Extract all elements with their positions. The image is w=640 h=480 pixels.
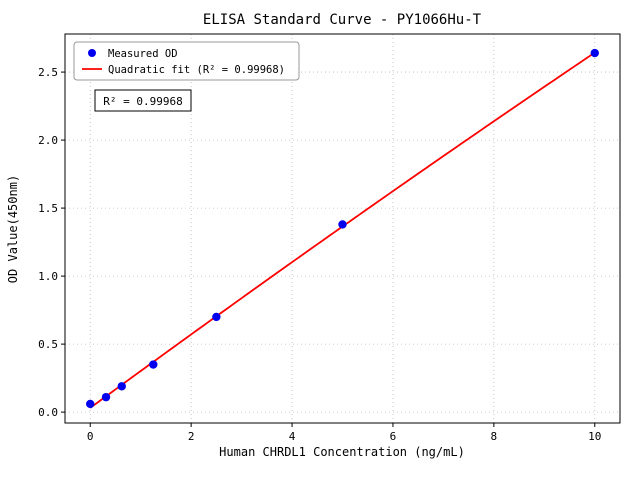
x-axis-label: Human CHRDL1 Concentration (ng/mL) [219, 445, 465, 459]
x-tick-label: 10 [588, 430, 601, 443]
y-axis-label: OD Value(450nm) [6, 175, 20, 283]
legend: Measured OD Quadratic fit (R² = 0.99968) [73, 41, 300, 81]
data-layer [86, 48, 599, 409]
data-point [149, 360, 158, 369]
y-tick-label: 2.0 [38, 134, 58, 147]
axes-layer: 0 2 4 6 8 10 0.0 0.5 1.0 1.5 2.0 2.5 [38, 33, 621, 443]
legend-label-quadratic-fit: Quadratic fit (R² = 0.99968) [108, 64, 285, 76]
y-tick-label: 0.0 [38, 406, 58, 419]
legend-marker-scatter [88, 49, 96, 57]
y-tick-label: 0.5 [38, 338, 58, 351]
y-tick-label: 2.5 [38, 66, 58, 79]
y-tick-label: 1.5 [38, 202, 58, 215]
data-point [590, 48, 599, 58]
chart-title: ELISA Standard Curve - PY1066Hu-T [203, 12, 482, 28]
annotation-box [94, 89, 192, 112]
legend-label-measured-od: Measured OD [108, 48, 178, 60]
x-tick-label: 6 [390, 430, 397, 443]
data-point [86, 399, 95, 409]
axes-spines [64, 33, 621, 424]
data-point [101, 392, 111, 402]
data-point [117, 382, 126, 391]
r-squared-annotation: R² = 0.99968 [94, 89, 192, 112]
data-point [212, 312, 221, 322]
x-tick-label: 4 [289, 430, 296, 443]
annotation-text: R² = 0.99968 [103, 95, 182, 108]
x-tick-label: 0 [87, 430, 94, 443]
x-tick-label: 2 [188, 430, 195, 443]
y-tick-label: 1.0 [38, 270, 58, 283]
x-tick-label: 8 [491, 430, 498, 443]
legend-box [73, 41, 300, 81]
data-point [338, 220, 347, 229]
